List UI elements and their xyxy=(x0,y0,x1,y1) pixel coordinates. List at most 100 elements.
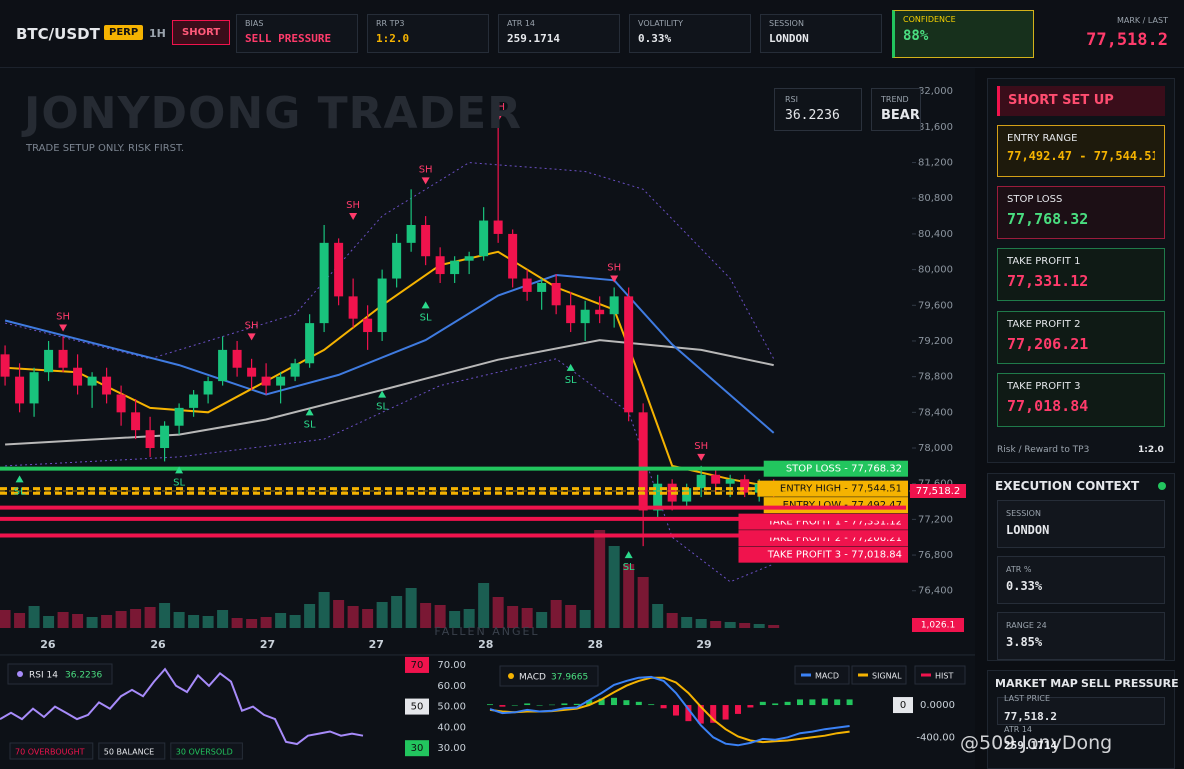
rsi-level-tag-bg xyxy=(405,698,429,715)
candle-body xyxy=(203,381,213,395)
swing-label: SL xyxy=(420,312,432,323)
candle-body xyxy=(145,430,155,449)
ctx-label: RANGE 24 xyxy=(1006,621,1047,630)
badge-label: TREND xyxy=(881,95,909,104)
stat-value: 259.1714 xyxy=(507,32,560,45)
ctx-value: 3.85% xyxy=(1006,635,1043,649)
rsi-level-tag: 70 xyxy=(411,660,424,671)
candle-body xyxy=(522,278,532,292)
stat-label: ATR 14 xyxy=(507,19,536,28)
rsi-legend-box xyxy=(170,742,243,760)
y-tick-label: 79,200 xyxy=(918,336,953,347)
volume-bar xyxy=(565,605,577,628)
macd-legend: SIGNAL xyxy=(872,672,902,681)
candle-body xyxy=(29,372,39,404)
rsi-title-box xyxy=(7,663,113,685)
volume-bar xyxy=(579,610,591,628)
y-tick-label: 81,200 xyxy=(918,158,953,169)
setup-card: ENTRY RANGE 77,492.47 - 77,544.51 xyxy=(997,125,1165,177)
macd-title-box xyxy=(499,665,599,687)
macd-hist-bar xyxy=(648,704,655,706)
swing-label: SL xyxy=(304,419,316,430)
last-card xyxy=(997,697,1165,725)
candle-body xyxy=(377,278,387,333)
macd-legend-box xyxy=(794,665,850,685)
swing-label: SH xyxy=(491,102,505,113)
macd-legend: MACD xyxy=(815,672,839,681)
volume-bar xyxy=(260,617,272,628)
macd-hist-bar xyxy=(821,698,828,706)
macd-line xyxy=(489,675,850,747)
level-label: TAKE PROFIT 2 - 77,206.21 xyxy=(767,533,902,544)
rsi-tick-label: 70.00 xyxy=(437,660,466,671)
swing-label: SL xyxy=(173,477,185,488)
rsi-level-tag: 50 xyxy=(411,702,424,713)
last-label: LAST PRICE xyxy=(1004,694,1051,703)
stat-label: RR TP3 xyxy=(376,19,405,28)
volume-bar xyxy=(724,622,736,628)
stat-box: BIAS SELL PRESSURE xyxy=(236,14,358,53)
volume-bar xyxy=(130,609,142,628)
candle-body xyxy=(711,474,721,484)
rsi-tick-label: 30.00 xyxy=(437,743,466,754)
volume-bar xyxy=(492,597,504,628)
footer-mark: FALLEN ANGEL xyxy=(434,625,539,638)
x-tick-label: 28 xyxy=(478,638,493,651)
candle-body xyxy=(174,407,184,426)
subtitle: TRADE SETUP ONLY. RISK FIRST. xyxy=(26,143,185,154)
swing-arrow xyxy=(610,275,619,283)
macd-tick-label: 0.0000 xyxy=(920,700,955,711)
macd-hist-bar xyxy=(549,704,555,706)
swing-arrow xyxy=(15,475,24,483)
macd-hist-bar xyxy=(735,705,741,714)
volume-bar xyxy=(652,604,664,628)
volume-bar xyxy=(101,615,113,628)
volume-bar xyxy=(449,611,461,628)
candle-body xyxy=(624,296,634,413)
volume-bar xyxy=(478,583,490,628)
candle-body xyxy=(232,349,242,368)
pair: BTC/USDT xyxy=(16,25,100,43)
watermark: JONYDONG TRADER xyxy=(24,88,523,139)
swing-arrow xyxy=(305,408,314,416)
swing-arrow xyxy=(624,551,633,559)
macd-hist-bar xyxy=(660,705,667,709)
level-label: ENTRY HIGH - 77,544.51 xyxy=(780,484,902,495)
level-tag: 77,518.2 xyxy=(916,486,961,497)
volume-bar xyxy=(391,596,403,628)
macd-hist-bar xyxy=(846,699,853,706)
volume-bar xyxy=(333,600,345,628)
map-title: MARKET MAP xyxy=(995,677,1078,690)
volume-label-bg xyxy=(912,618,964,632)
swing-arrow xyxy=(421,177,430,185)
macd-hist-bar xyxy=(487,704,493,706)
volume-bar xyxy=(43,616,55,628)
level-label-bg xyxy=(763,460,908,477)
swing-label: SL xyxy=(376,402,388,413)
x-tick-label: 26 xyxy=(40,638,56,651)
level-tag-bg xyxy=(910,483,966,498)
macd-hist-bar xyxy=(722,705,729,720)
stat-label: BIAS xyxy=(245,19,264,28)
context-card: ATR % 0.33% xyxy=(997,556,1165,604)
timeframe[interactable]: 1H xyxy=(149,27,166,40)
macd-hist-bar xyxy=(623,700,630,706)
y-tick-label: 80,000 xyxy=(918,265,953,276)
swing-arrow xyxy=(697,453,706,461)
ctx-value: 0.33% xyxy=(1006,579,1043,593)
stat-label: CONFIDENCE xyxy=(903,15,956,24)
swing-label: SH xyxy=(419,164,433,175)
setup-card: TAKE PROFIT 2 77,206.21 xyxy=(997,311,1165,364)
volume-bar xyxy=(57,612,69,628)
volume-bar xyxy=(710,621,722,628)
setup-card: TAKE PROFIT 1 77,331.12 xyxy=(997,248,1165,301)
rsi-line xyxy=(0,667,364,746)
macd-hist-bar xyxy=(499,705,506,707)
candle-body xyxy=(58,349,68,368)
candle-body xyxy=(160,425,170,449)
stat-value: SELL PRESSURE xyxy=(245,32,332,45)
atr-label: ATR 14 xyxy=(1004,725,1033,734)
swing-label: SL xyxy=(623,562,635,573)
confidence-box: CONFIDENCE 88% xyxy=(892,10,1034,58)
volume-bar xyxy=(666,613,678,628)
